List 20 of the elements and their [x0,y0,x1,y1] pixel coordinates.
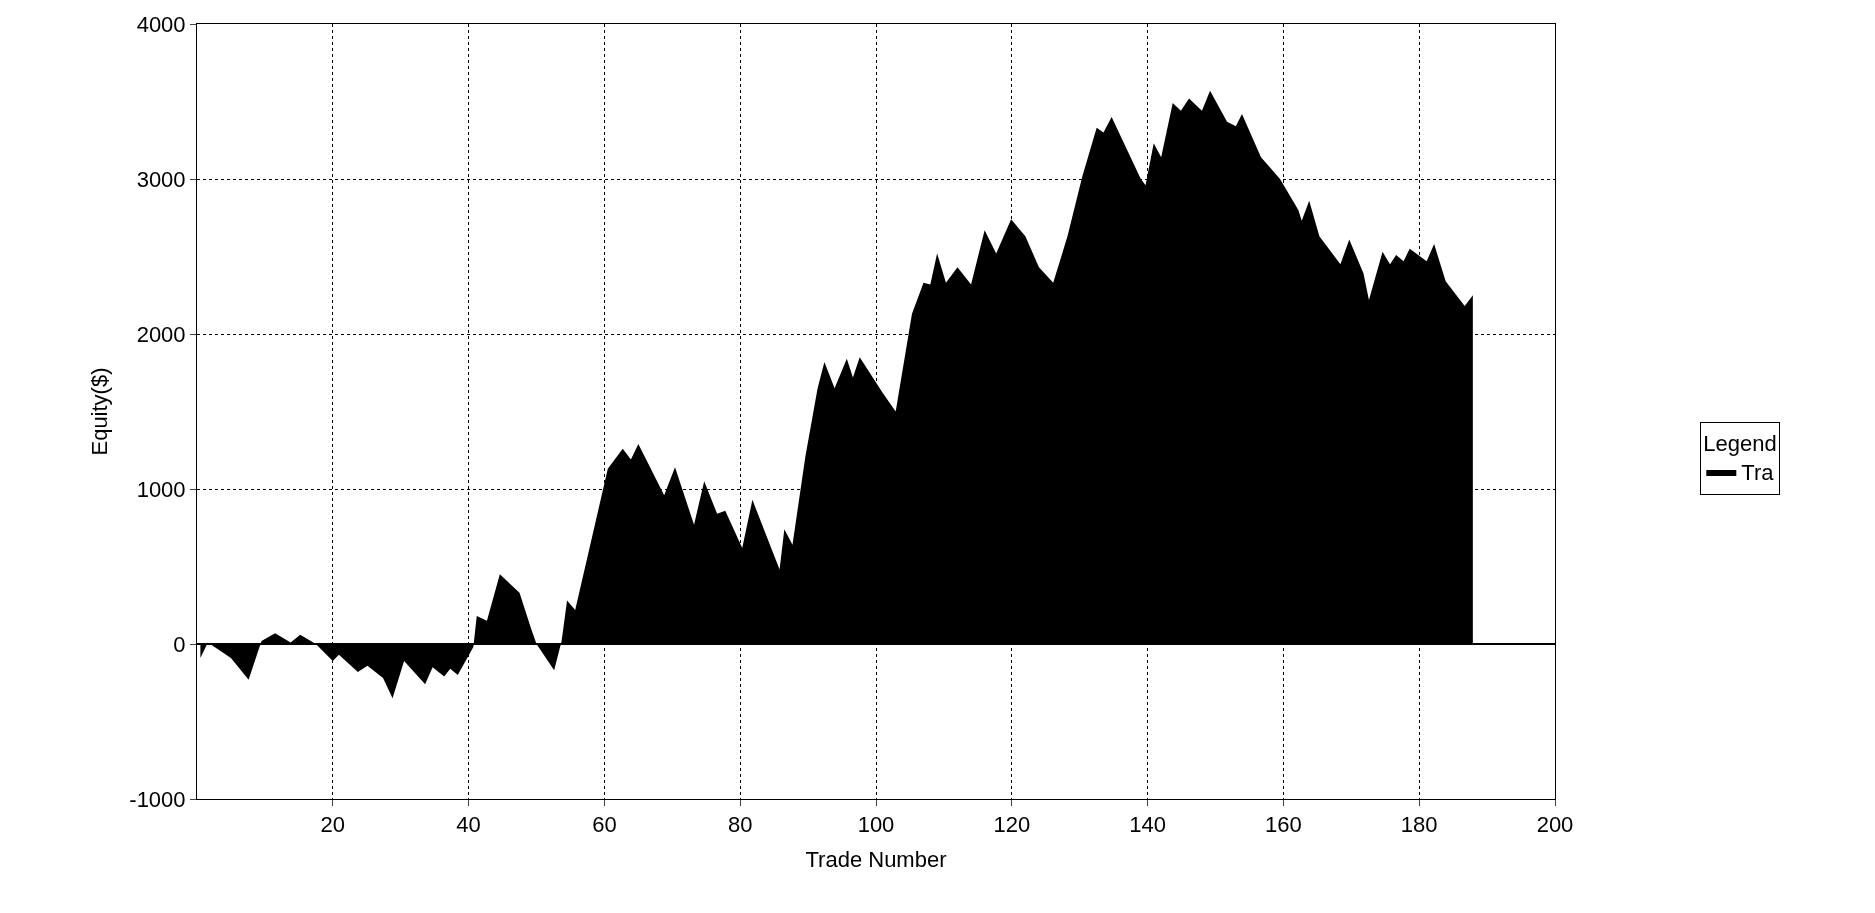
y-tick-label: 0 [173,631,186,657]
legend-label: Tra [1741,460,1775,486]
x-tick-label: 60 [592,812,617,838]
y-tick-label: 2000 [136,321,186,347]
y-tick-label: 1000 [136,476,186,502]
x-tick-label: 180 [1400,812,1438,838]
legend-title: Legend [1703,431,1777,457]
y-tick-label: 4000 [136,11,186,37]
x-axis-title: Trade Number [805,847,947,873]
x-tick-label: 80 [727,812,753,838]
y-tick-label: 3000 [136,166,186,192]
x-tick-label: 140 [1129,812,1166,838]
x-tick-label: 100 [857,812,895,838]
y-tick-label: -1000 [129,786,186,812]
x-tick-label: 160 [1265,812,1302,838]
x-tick-label: 120 [993,812,1031,838]
x-tick-label: 200 [1536,812,1574,838]
x-tick-label: 20 [320,812,346,838]
y-axis-title: Equity($) [87,367,113,456]
x-tick-label: 40 [456,812,481,838]
